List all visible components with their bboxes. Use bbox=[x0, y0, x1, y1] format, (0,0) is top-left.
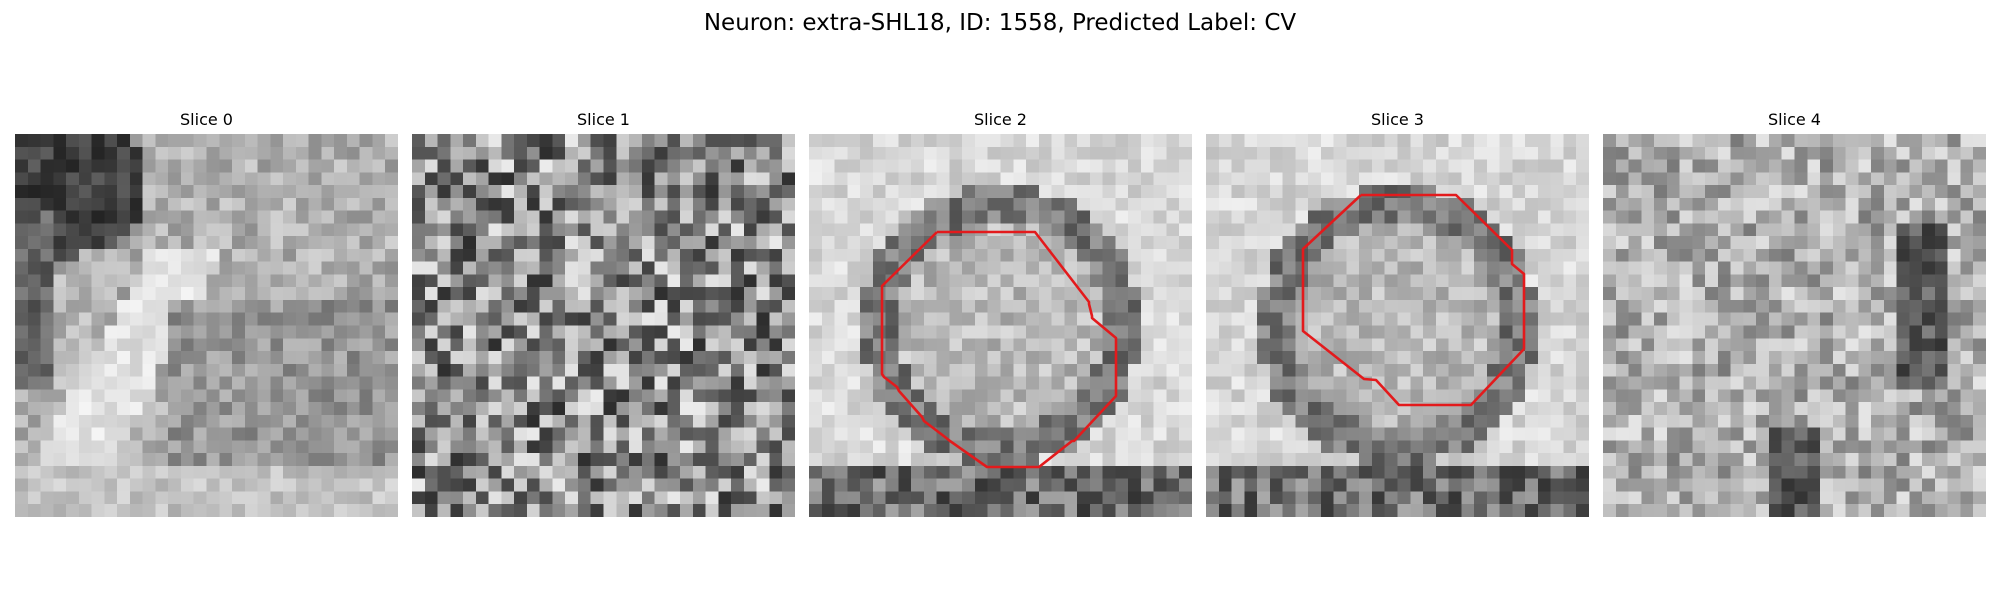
slice-0-title: Slice 0 bbox=[180, 110, 233, 129]
slice-3-pixels bbox=[1206, 134, 1589, 517]
slice-1-image bbox=[412, 134, 795, 517]
slice-4-title: Slice 4 bbox=[1768, 110, 1821, 129]
slice-2-title: Slice 2 bbox=[974, 110, 1027, 129]
slice-3-title: Slice 3 bbox=[1371, 110, 1424, 129]
slice-1-title: Slice 1 bbox=[577, 110, 630, 129]
slice-0-image bbox=[15, 134, 398, 517]
slice-4-pixels bbox=[1603, 134, 1986, 517]
slice-3-image bbox=[1206, 134, 1589, 517]
figure-title: Neuron: extra-SHL18, ID: 1558, Predicted… bbox=[703, 10, 1297, 36]
slice-2-image bbox=[809, 134, 1192, 517]
slice-4-image bbox=[1603, 134, 1986, 517]
slice-1-pixels bbox=[412, 134, 795, 517]
slice-0-pixels bbox=[15, 134, 398, 517]
slice-2-pixels bbox=[809, 134, 1192, 517]
